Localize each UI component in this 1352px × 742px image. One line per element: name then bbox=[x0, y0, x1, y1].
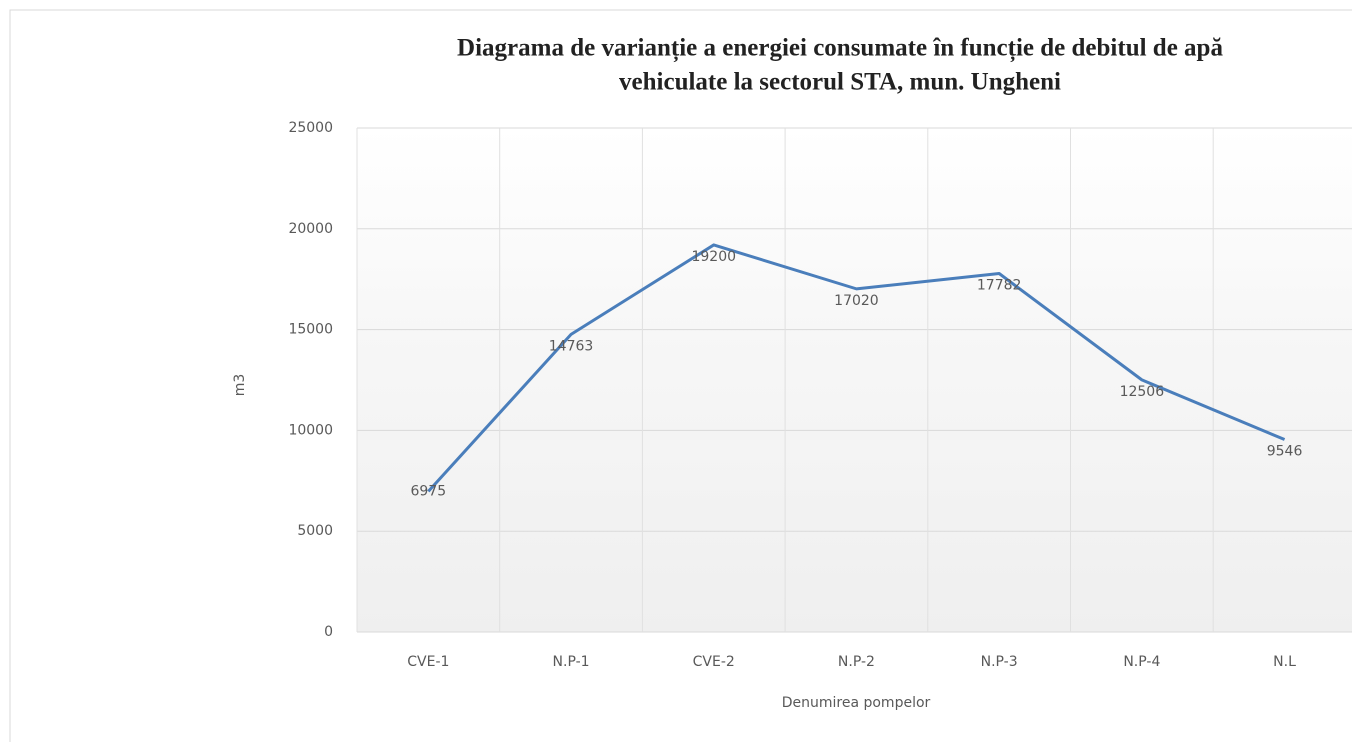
data-label: 6975 bbox=[411, 483, 447, 499]
data-label: 17020 bbox=[834, 293, 879, 309]
x-tick-label: N.P-2 bbox=[838, 654, 875, 670]
y-axis-label: m3 bbox=[232, 374, 248, 397]
x-tick-label: N.P-3 bbox=[981, 654, 1018, 670]
x-tick-label: N.P-4 bbox=[1123, 654, 1160, 670]
y-tick-label: 0 bbox=[324, 624, 333, 640]
y-tick-label: 10000 bbox=[288, 422, 333, 438]
data-label: 17782 bbox=[977, 278, 1022, 294]
plot-area bbox=[357, 128, 1352, 632]
x-tick-label: N.P-1 bbox=[553, 654, 590, 670]
x-tick-label: N.L bbox=[1273, 654, 1296, 670]
data-label: 19200 bbox=[691, 249, 736, 265]
x-axis-label: Denumirea pompelor bbox=[782, 695, 931, 711]
y-tick-label: 5000 bbox=[297, 523, 333, 539]
line bbox=[427, 243, 1286, 493]
y-tick-label: 15000 bbox=[288, 322, 333, 338]
y-tick-label: 20000 bbox=[288, 221, 333, 237]
data-label: 12506 bbox=[1120, 384, 1165, 400]
data-label: 9546 bbox=[1267, 444, 1303, 460]
x-tick-label: CVE-2 bbox=[693, 654, 735, 670]
data-label: 14763 bbox=[549, 338, 594, 354]
x-tick-label: CVE-1 bbox=[407, 654, 449, 670]
chart-title: Diagrama de varianție a energiei consuma… bbox=[457, 35, 1223, 63]
chart-title: vehiculate la sectorul STA, mun. Ungheni bbox=[619, 69, 1061, 96]
y-tick-label: 25000 bbox=[288, 120, 333, 136]
